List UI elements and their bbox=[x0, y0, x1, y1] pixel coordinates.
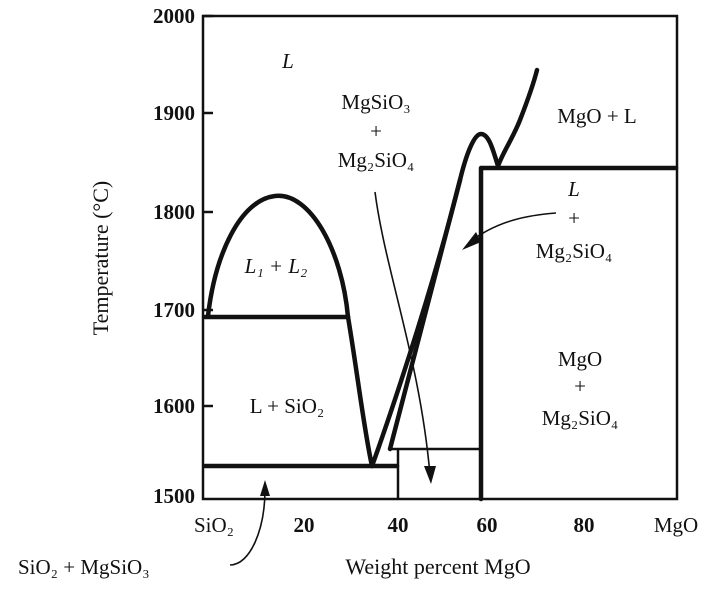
y-tick-marks bbox=[203, 14, 213, 408]
y-tick-1900: 1900 bbox=[153, 101, 195, 125]
region-liquid-mg2sio4-line2: + bbox=[568, 206, 580, 230]
region-two-liquids: L₁ + L₂ bbox=[244, 254, 308, 278]
region-liquid-mg2sio4-line1: L bbox=[567, 177, 580, 201]
miscibility-gap-dome bbox=[205, 193, 351, 320]
region-mgsio3-mg2sio4-line3: Mg₂SiO₄ bbox=[338, 148, 415, 172]
arrow-mgsio3-mg2sio4 bbox=[374, 191, 431, 476]
x-tick-sio2: SiO₂ bbox=[194, 513, 234, 537]
region-mgsio3-mg2sio4-line1: MgSiO₃ bbox=[341, 90, 410, 114]
x-tick-80: 80 bbox=[574, 513, 595, 537]
liquidus-lower-segment bbox=[387, 177, 463, 452]
region-liquid: L bbox=[281, 49, 294, 73]
x-axis-label: Weight percent MgO bbox=[345, 554, 530, 579]
arrow-silica-mgsio3 bbox=[229, 488, 266, 566]
arrow-liquid-mg2sio4 bbox=[469, 212, 557, 243]
y-tick-1500: 1500 bbox=[153, 484, 195, 508]
region-mgo-mg2sio4-line2: + bbox=[574, 374, 586, 398]
x-tick-mgo: MgO bbox=[654, 513, 698, 537]
y-axis-label: Temperature (°C) bbox=[88, 181, 113, 335]
x-tick-20: 20 bbox=[294, 513, 315, 537]
y-tick-2000: 2000 bbox=[153, 4, 195, 28]
plot-frame bbox=[201, 14, 679, 501]
region-mgsio3-mg2sio4-line2: + bbox=[370, 119, 382, 143]
liquidus-periclase bbox=[495, 67, 540, 169]
arrowhead-liquid-mg2sio4 bbox=[462, 232, 481, 250]
y-tick-1800: 1800 bbox=[153, 200, 195, 224]
region-mgo-liquid: MgO + L bbox=[557, 104, 637, 128]
region-liquid-silica: L + SiO₂ bbox=[250, 394, 324, 418]
x-tick-40: 40 bbox=[388, 513, 409, 537]
region-liquid-mg2sio4-line3: Mg₂SiO₄ bbox=[536, 239, 613, 263]
y-tick-1700: 1700 bbox=[153, 298, 195, 322]
arrowhead-mgsio3-mg2sio4 bbox=[424, 466, 436, 484]
region-silica-mgsio3: SiO₂ + MgSiO₃ bbox=[18, 555, 150, 579]
region-mgo-mg2sio4-line1: MgO bbox=[558, 347, 602, 371]
x-tick-60: 60 bbox=[477, 513, 498, 537]
arrowhead-silica-mgsio3 bbox=[260, 480, 270, 496]
region-mgo-mg2sio4-line3: Mg₂SiO₄ bbox=[542, 406, 619, 430]
liquidus-silica bbox=[345, 314, 375, 469]
y-tick-1600: 1600 bbox=[153, 394, 195, 418]
